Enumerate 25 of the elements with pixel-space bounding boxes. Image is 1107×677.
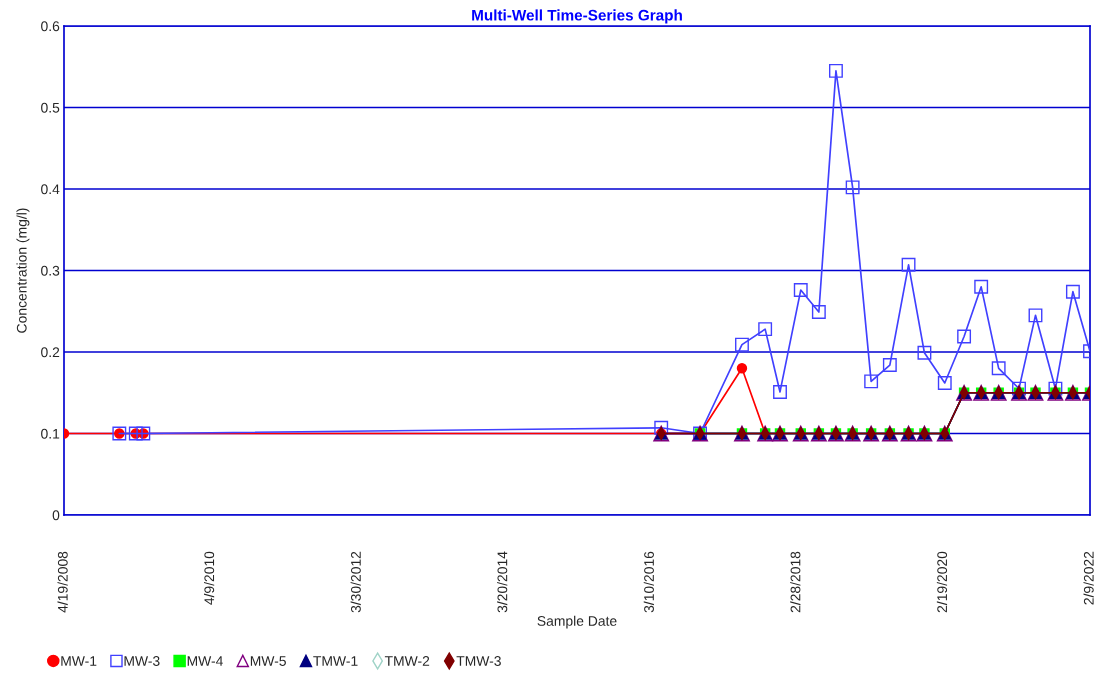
y-axis-title: Concentration (mg/l): [16, 208, 30, 333]
y-tick-label: 0.3: [41, 265, 60, 276]
y-tick-label: 0.6: [41, 21, 60, 32]
x-axis-title: Sample Date: [537, 615, 617, 629]
legend-label: MW-4: [187, 656, 223, 666]
x-tick-label: 3/20/2014: [497, 551, 508, 613]
x-tick-label: 3/10/2016: [643, 551, 654, 613]
y-tick-label: 0.5: [41, 102, 60, 113]
legend-label: TMW-2: [384, 656, 430, 666]
x-tick-label: 2/19/2020: [936, 551, 948, 613]
y-tick-label: 0.1: [41, 428, 60, 439]
legend-label: TMW-1: [313, 656, 358, 666]
legend-label: MW-1: [61, 656, 97, 666]
y-tick-label: 0: [52, 510, 60, 521]
y-tick-label: 0.2: [41, 347, 60, 358]
x-tick-label: 2/28/2018: [790, 551, 801, 613]
x-tick-label: 4/19/2008: [57, 551, 68, 613]
x-tick-label: 4/9/2010: [203, 551, 215, 605]
chart-title: Multi-Well Time-Series Graph: [472, 9, 682, 24]
legend-label: MW-3: [124, 656, 160, 666]
y-tick-label: 0.4: [41, 184, 60, 195]
x-tick-label: 3/30/2012: [350, 551, 361, 613]
legend-label: MW-5: [250, 656, 286, 666]
x-tick-label: 2/9/2022: [1083, 551, 1094, 605]
legend-label: TMW-3: [456, 656, 501, 666]
